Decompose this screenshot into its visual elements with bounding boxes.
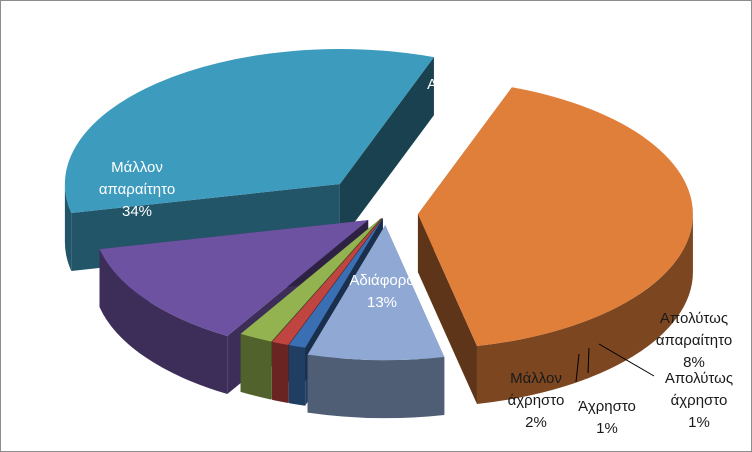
slice-2-side (288, 345, 306, 406)
slice-3-label: Άχρηστο 1% (578, 398, 636, 437)
slice-6-label-line: Μάλλον (111, 159, 163, 176)
leader-line-mallon-achristo (575, 353, 580, 383)
slice-0-label: Απαραίτητο 41% (427, 76, 505, 115)
slice-5-top (99, 220, 369, 337)
slice-5-percent: 13% (367, 294, 397, 311)
slice-0-percent: 41% (451, 98, 481, 115)
slice-2-top (288, 218, 383, 348)
slice-1-label-line: Απολύτως (660, 310, 728, 327)
slice-3-label-line: Άχρηστο (578, 398, 636, 415)
slice-6-label: Μάλλον απαραίτητο 34% (99, 159, 175, 220)
slice-4-label-line: Μάλλον (510, 370, 562, 387)
slice-1-label-line: απαραίτητο (656, 332, 732, 349)
slice-1-top (307, 225, 445, 361)
slice-6-wall-end (339, 57, 434, 243)
slice-3-top (272, 218, 383, 345)
slice-2-label-line: άχρηστο (671, 392, 728, 409)
slice-4-label-line: άχρηστο (508, 392, 565, 409)
slice-4-side (240, 333, 272, 400)
slice-6-percent: 34% (122, 203, 152, 220)
slice-4-top (240, 217, 382, 342)
slice-4-percent: 2% (525, 414, 547, 431)
slice-6-side (64, 184, 72, 272)
slice-0-wall-end (417, 214, 477, 405)
slice-0-label-line: Απαραίτητο (427, 76, 505, 93)
slice-0-side (476, 214, 693, 405)
slice-5-label: Αδιάφορο 13% (349, 272, 414, 311)
slice-tops (64, 49, 693, 361)
slice-5-side (99, 249, 228, 395)
slice-1-side (307, 354, 445, 419)
slice-6-top (64, 49, 434, 214)
slice-4-label: Μάλλον άχρηστο 2% (508, 370, 565, 431)
slice-2-label: Απολύτως άχρηστο 1% (665, 370, 733, 431)
slice-2-percent: 1% (688, 414, 710, 431)
slice-3-side (272, 341, 289, 403)
slice-5-label-line: Αδιάφορο (349, 272, 414, 289)
slice-labels: Απαραίτητο 41%Απολύτως απαραίτητο 8%Απολύτω… (99, 76, 733, 437)
slice-2-label-line: Απολύτως (665, 370, 733, 387)
slice-0-top (417, 87, 693, 347)
slice-3-percent: 1% (596, 420, 618, 437)
leader-lines (575, 343, 655, 383)
slice-6-label-line: απαραίτητο (99, 181, 175, 198)
leader-line-apolytos-achristo (598, 343, 655, 377)
slice-1-percent: 8% (683, 354, 705, 371)
slice-1-label: Απολύτως απαραίτητο 8% (656, 310, 732, 371)
leader-line-achristo (587, 347, 590, 374)
